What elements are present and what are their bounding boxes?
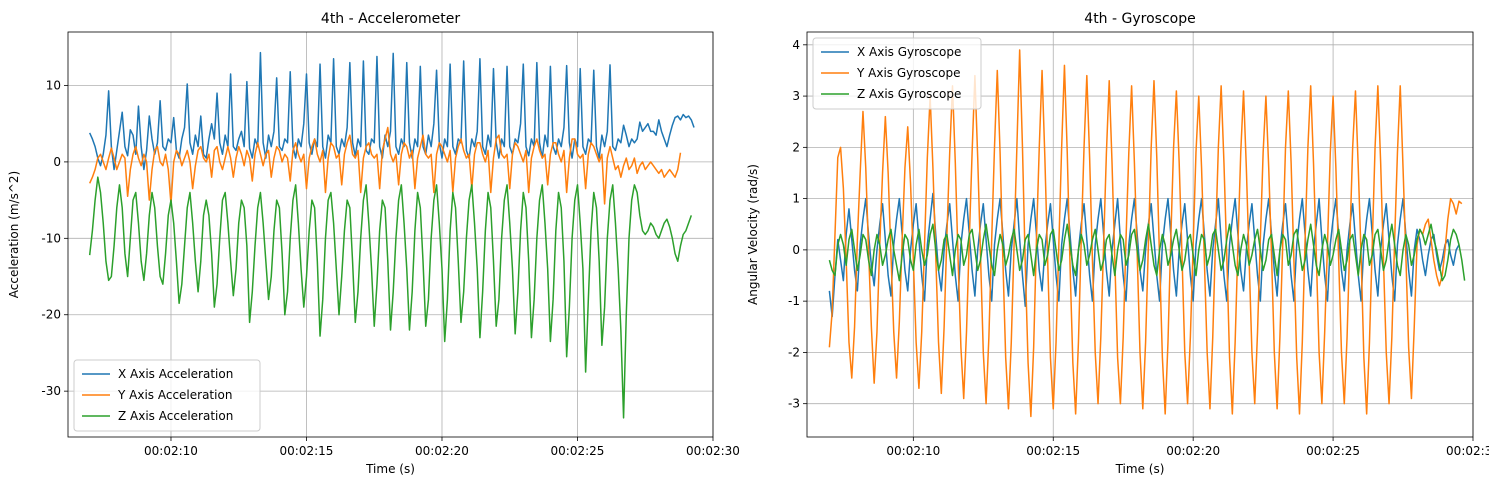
legend: X Axis Acceleration Y Axis Acceleration Z … bbox=[73, 359, 261, 432]
y-tick-label: -10 bbox=[41, 231, 61, 245]
chart-1: 00:02:10 00:02:15 00:02:20 00:02:25 00:02:30… bbox=[7, 11, 740, 476]
x-axis-label: Time (s) bbox=[1115, 462, 1165, 476]
plot-frame bbox=[806, 31, 1474, 438]
legend-label-1: X Axis Acceleration bbox=[118, 367, 233, 381]
legend-label-2: Y Axis Acceleration bbox=[117, 388, 232, 402]
legend-label-3: Z Axis Gyroscope bbox=[857, 87, 961, 101]
series-line-1 bbox=[88, 51, 695, 171]
x-axis: 00:02:10 00:02:15 00:02:20 00:02:25 00:02:30 bbox=[886, 437, 1489, 458]
chart-2: 00:02:10 00:02:15 00:02:20 00:02:25 00:02:30… bbox=[746, 11, 1489, 476]
series-line-3 bbox=[828, 223, 1466, 282]
legend-box bbox=[812, 37, 982, 110]
y-tick-label: 10 bbox=[46, 78, 61, 92]
series-line-2 bbox=[828, 49, 1463, 418]
legend: X Axis Gyroscope Y Axis Gyroscope Z Axis G… bbox=[812, 37, 982, 110]
plot-frame bbox=[67, 31, 714, 438]
x-tick-label: 00:02:20 bbox=[1166, 444, 1220, 458]
x-tick-label: 00:02:15 bbox=[1026, 444, 1080, 458]
x-tick-label: 00:02:15 bbox=[280, 444, 334, 458]
x-tick-label: 00:02:10 bbox=[144, 444, 198, 458]
y-tick-label: -20 bbox=[41, 308, 61, 322]
chart-title: 4th - Gyroscope bbox=[1084, 11, 1195, 27]
y-tick-label: -30 bbox=[41, 384, 61, 398]
y-axis: 10 0 -10 -20 -30 bbox=[41, 78, 68, 398]
series-line-2 bbox=[88, 126, 682, 205]
y-tick-label: 1 bbox=[792, 192, 800, 206]
y-axis-label: Acceleration (m/s^2) bbox=[7, 171, 21, 298]
chart-title: 4th - Accelerometer bbox=[321, 11, 460, 27]
y-tick-label: 0 bbox=[53, 155, 61, 169]
series-line-3 bbox=[88, 176, 693, 419]
x-tick-label: 00:02:10 bbox=[886, 444, 940, 458]
y-tick-label: -3 bbox=[788, 397, 800, 411]
legend-label-3: Z Axis Acceleration bbox=[118, 409, 233, 423]
y-tick-label: -1 bbox=[788, 294, 800, 308]
y-tick-label: 4 bbox=[792, 38, 800, 52]
legend-label-2: Y Axis Gyroscope bbox=[856, 66, 960, 80]
x-tick-label: 00:02:30 bbox=[686, 444, 740, 458]
y-axis: 4 3 2 1 0 -1 -2 -3 bbox=[788, 38, 807, 411]
x-axis: 00:02:10 00:02:15 00:02:20 00:02:25 00:02:30 bbox=[144, 437, 740, 458]
x-tick-label: 00:02:25 bbox=[551, 444, 605, 458]
y-tick-label: 3 bbox=[792, 89, 800, 103]
legend-box bbox=[73, 359, 261, 432]
x-axis-label: Time (s) bbox=[365, 462, 415, 476]
y-tick-label: -2 bbox=[788, 345, 800, 359]
series-group bbox=[88, 51, 695, 419]
y-tick-label: 2 bbox=[792, 140, 800, 154]
x-tick-label: 00:02:25 bbox=[1306, 444, 1360, 458]
legend-label-1: X Axis Gyroscope bbox=[857, 45, 961, 59]
x-tick-label: 00:02:30 bbox=[1446, 444, 1489, 458]
series-group bbox=[828, 49, 1466, 418]
y-axis-label: Angular Velocity (rad/s) bbox=[746, 164, 760, 305]
x-tick-label: 00:02:20 bbox=[415, 444, 469, 458]
y-tick-label: 0 bbox=[792, 243, 800, 257]
